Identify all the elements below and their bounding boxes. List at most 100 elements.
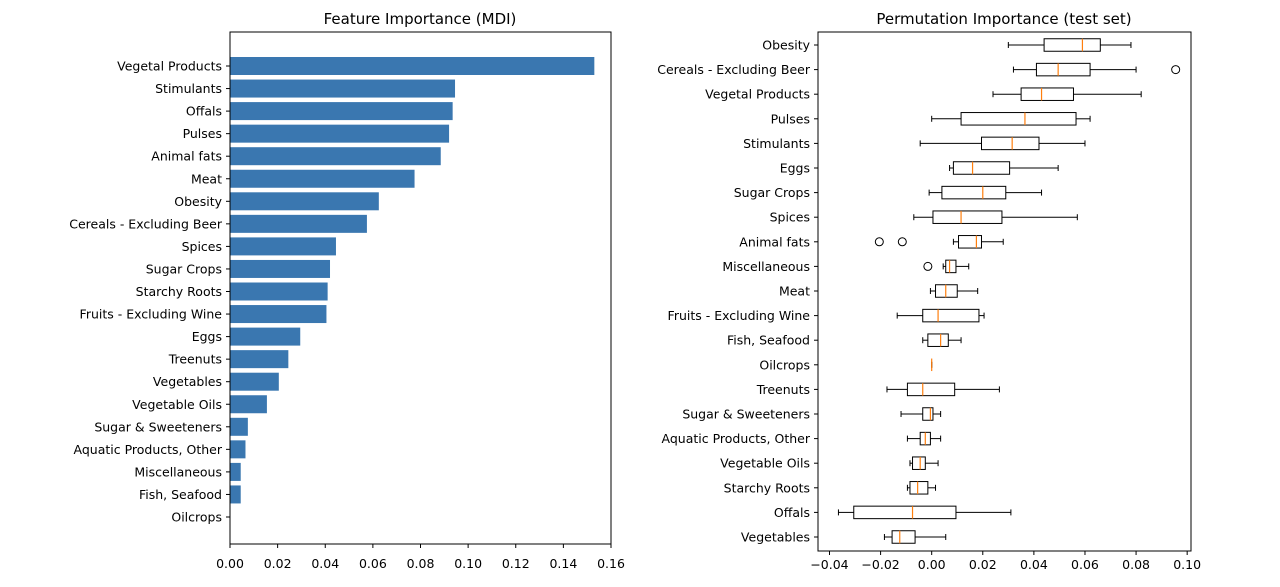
permutation-x-axis: −0.04 −0.02 0.00 0.02 0.04 0.06 0.08 0.10 — [810, 551, 1201, 572]
xtick-label: 0.10 — [454, 556, 482, 571]
iqr-box-miscellaneous — [945, 259, 957, 274]
mdi-category-labels: Vegetal Products Stimulants Offals Pulses An… — [69, 59, 230, 525]
category-label-vegetal-products: Vegetal Products — [705, 87, 810, 102]
box-vegetables — [883, 530, 947, 544]
iqr-box-starchy-roots — [909, 481, 929, 495]
iqr-box-cereals-excluding-beer — [1035, 62, 1091, 77]
box-stimulants — [919, 136, 1086, 151]
category-label-spices: Spices — [770, 210, 810, 225]
xtick-label: 0.12 — [502, 556, 530, 571]
permutation-category-labels: Obesity Cereals - Excluding Beer Vegetal P… — [657, 38, 818, 545]
box-fish-seafood — [922, 333, 962, 347]
xtick-label: 0.08 — [407, 556, 435, 571]
category-label-sugar-sweeteners: Sugar & Sweeteners — [94, 419, 222, 434]
box-vegetal-products — [992, 87, 1142, 101]
mdi-chart-title: Feature Importance (MDI) — [324, 10, 517, 28]
box-vegetable-oils — [909, 456, 939, 470]
bar-treenuts — [230, 350, 289, 369]
xtick-label: −0.02 — [861, 557, 899, 572]
bar-obesity — [230, 192, 379, 211]
iqr-box-obesity — [1043, 38, 1101, 52]
bar-fruits-excluding-wine — [230, 305, 327, 324]
iqr-box-meat — [935, 284, 958, 298]
bar-spices — [230, 237, 336, 256]
xtick-label: 0.04 — [311, 556, 339, 571]
bar-vegetables — [230, 372, 279, 391]
category-label-spices: Spices — [182, 239, 222, 254]
category-label-stimulants: Stimulants — [155, 81, 222, 96]
xtick-label: 0.00 — [216, 556, 244, 571]
category-label-treenuts: Treenuts — [756, 382, 810, 397]
category-label-fish-seafood: Fish, Seafood — [139, 487, 222, 502]
box-animal-fats — [874, 235, 1004, 249]
category-label-miscellaneous: Miscellaneous — [722, 259, 810, 274]
bar-vegetal-products — [230, 57, 595, 75]
box-starchy-roots — [906, 481, 937, 495]
box-cereals-excluding-beer — [1012, 62, 1181, 77]
box-pulses — [931, 112, 1091, 126]
bar-stimulants — [230, 79, 456, 98]
iqr-box-pulses — [960, 112, 1077, 126]
xtick-label: 0.14 — [549, 556, 577, 571]
box-treenuts — [886, 382, 1000, 397]
mdi-x-axis: 0.00 0.02 0.04 0.06 0.08 0.10 0.12 0.14 0.16 — [216, 544, 625, 571]
iqr-box-sugar-sweeteners — [922, 407, 934, 421]
category-label-animal-fats: Animal fats — [151, 149, 222, 164]
category-label-pulses: Pulses — [771, 111, 810, 126]
category-label-offals: Offals — [186, 104, 222, 119]
permutation-importance-chart: Permutation Importance (test set) Obesit… — [657, 10, 1201, 572]
xtick-label: 0.06 — [359, 556, 387, 571]
category-label-treenuts: Treenuts — [168, 352, 222, 367]
outlier-animal-fats — [897, 237, 907, 247]
category-label-starchy-roots: Starchy Roots — [724, 480, 810, 495]
box-miscellaneous — [923, 259, 970, 274]
box-obesity — [1007, 38, 1132, 52]
category-label-vegetable-oils: Vegetable Oils — [132, 397, 222, 412]
bar-cereals-excluding-beer — [230, 214, 367, 233]
xtick-label: 0.10 — [1173, 557, 1201, 572]
xtick-label: −0.04 — [810, 557, 848, 572]
xtick-label: 0.02 — [264, 556, 292, 571]
box-fruits-excluding-wine — [896, 308, 985, 323]
outlier-cereals-excluding-beer — [1171, 65, 1181, 75]
category-label-starchy-roots: Starchy Roots — [136, 284, 222, 299]
category-label-animal-fats: Animal fats — [739, 234, 810, 249]
category-label-fish-seafood: Fish, Seafood — [727, 333, 810, 348]
iqr-box-fish-seafood — [927, 333, 949, 347]
category-label-obesity: Obesity — [174, 194, 222, 209]
category-label-vegetable-oils: Vegetable Oils — [720, 456, 810, 471]
category-label-offals: Offals — [774, 505, 810, 520]
box-sugar-sweeteners — [900, 407, 942, 421]
box-spices — [913, 210, 1078, 224]
category-label-obesity: Obesity — [762, 38, 810, 53]
iqr-box-vegetal-products — [1020, 87, 1074, 101]
category-label-eggs: Eggs — [192, 329, 222, 344]
category-label-vegetal-products: Vegetal Products — [117, 59, 222, 74]
iqr-box-vegetables — [891, 530, 916, 544]
category-label-sugar-crops: Sugar Crops — [146, 261, 222, 276]
permutation-chart-title: Permutation Importance (test set) — [876, 10, 1131, 28]
outlier-miscellaneous — [923, 261, 933, 271]
bar-offals — [230, 102, 453, 121]
box-sugar-crops — [928, 185, 1043, 200]
bar-sugar-sweeteners — [230, 417, 248, 436]
iqr-box-sugar-crops — [941, 185, 1007, 200]
iqr-box-vegetable-oils — [912, 456, 926, 470]
category-label-oilcrops: Oilcrops — [759, 357, 810, 372]
category-label-aquatic-products-other: Aquatic Products, Other — [662, 431, 811, 446]
category-label-cereals-excluding-beer: Cereals - Excluding Beer — [657, 62, 811, 77]
iqr-box-eggs — [952, 161, 1011, 175]
box-aquatic-products-other — [906, 431, 942, 446]
xtick-label: 0.02 — [969, 557, 997, 572]
bar-meat — [230, 169, 415, 188]
category-label-meat: Meat — [191, 171, 222, 186]
xtick-label: 0.16 — [597, 556, 625, 571]
bar-aquatic-products-other — [230, 440, 246, 459]
category-label-vegetables: Vegetables — [741, 530, 810, 545]
mdi-bars — [230, 57, 595, 504]
iqr-box-stimulants — [981, 136, 1040, 151]
box-eggs — [949, 161, 1059, 175]
bar-miscellaneous — [230, 462, 241, 481]
bar-vegetable-oils — [230, 395, 267, 414]
